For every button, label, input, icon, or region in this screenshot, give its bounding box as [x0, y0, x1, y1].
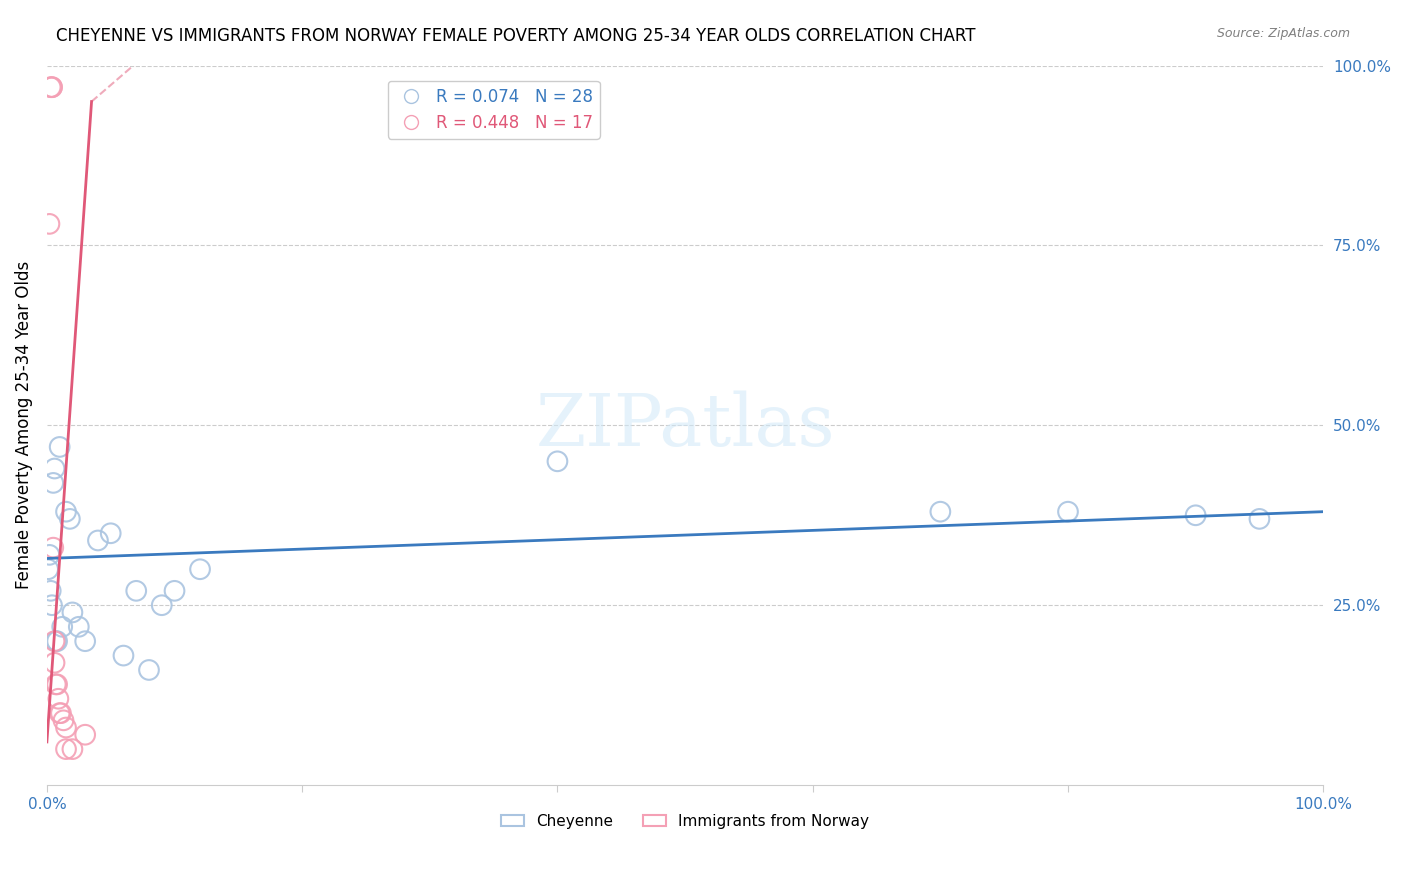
Legend: Cheyenne, Immigrants from Norway: Cheyenne, Immigrants from Norway — [495, 808, 876, 835]
Point — [48, 440, 70, 454]
Point — [1249, 512, 1271, 526]
Point — [150, 598, 173, 612]
Point — [546, 454, 568, 468]
Point — [67, 620, 90, 634]
Point — [55, 721, 77, 735]
Point — [44, 634, 66, 648]
Point — [37, 562, 59, 576]
Point — [1057, 505, 1080, 519]
Point — [62, 606, 84, 620]
Point — [44, 656, 66, 670]
Point — [44, 461, 66, 475]
Point — [112, 648, 135, 663]
Point — [38, 217, 60, 231]
Point — [42, 475, 65, 490]
Point — [163, 583, 186, 598]
Point — [188, 562, 211, 576]
Point — [55, 505, 77, 519]
Point — [46, 677, 69, 691]
Point — [38, 548, 60, 562]
Point — [48, 691, 70, 706]
Point — [87, 533, 110, 548]
Point — [45, 634, 67, 648]
Point — [929, 505, 952, 519]
Point — [55, 742, 77, 756]
Point — [49, 706, 72, 720]
Point — [125, 583, 148, 598]
Point — [100, 526, 122, 541]
Point — [1184, 508, 1206, 523]
Text: Source: ZipAtlas.com: Source: ZipAtlas.com — [1216, 27, 1350, 40]
Point — [62, 742, 84, 756]
Point — [138, 663, 160, 677]
Point — [41, 598, 63, 612]
Point — [51, 620, 73, 634]
Point — [45, 677, 67, 691]
Point — [39, 583, 62, 598]
Text: ZIPatlas: ZIPatlas — [536, 390, 835, 460]
Text: CHEYENNE VS IMMIGRANTS FROM NORWAY FEMALE POVERTY AMONG 25-34 YEAR OLDS CORRELAT: CHEYENNE VS IMMIGRANTS FROM NORWAY FEMAL… — [56, 27, 976, 45]
Point — [75, 728, 97, 742]
Y-axis label: Female Poverty Among 25-34 Year Olds: Female Poverty Among 25-34 Year Olds — [15, 261, 32, 590]
Point — [59, 512, 82, 526]
Point — [42, 541, 65, 555]
Point — [39, 80, 62, 95]
Point — [48, 706, 70, 720]
Point — [46, 634, 69, 648]
Point — [41, 80, 63, 95]
Point — [41, 80, 63, 95]
Point — [75, 634, 97, 648]
Point — [52, 714, 75, 728]
